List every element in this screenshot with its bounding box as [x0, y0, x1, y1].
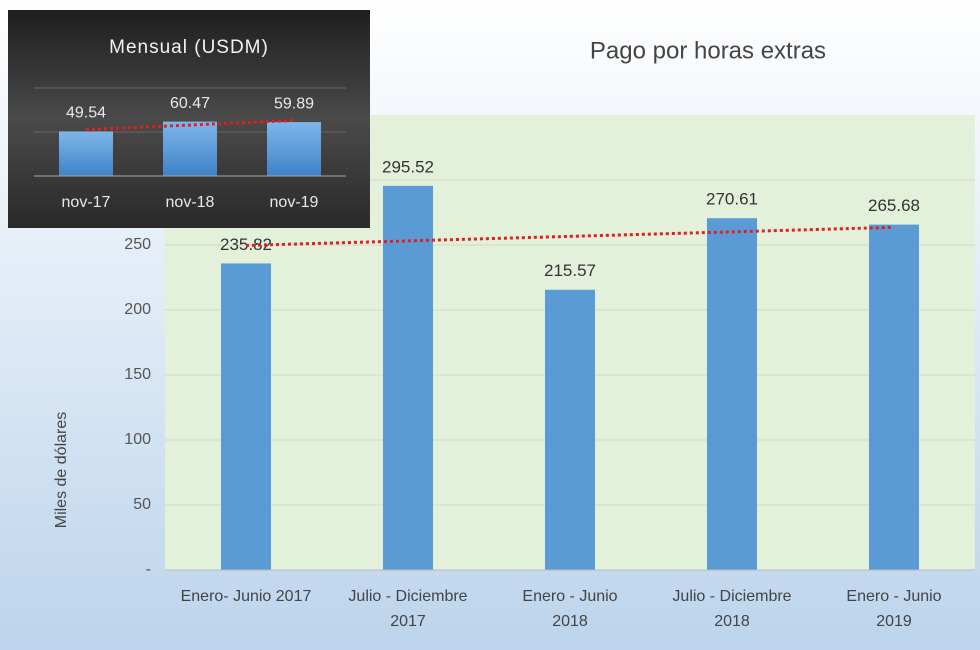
x-tick-label: nov-18: [166, 194, 215, 211]
x-tick-label: Julio - Diciembre: [348, 588, 467, 605]
x-tick-label: Enero - Junio: [522, 588, 617, 605]
inset-title: Mensual (USDM): [109, 37, 269, 58]
y-axis-label: Miles de dólares: [53, 412, 70, 529]
x-tick-label: 2017: [390, 613, 426, 630]
bar: [383, 185, 433, 570]
y-tick-label: 100: [124, 431, 151, 448]
data-label: 270.61: [706, 190, 758, 209]
trendline: [245, 225, 895, 247]
x-tick-label: nov-17: [62, 194, 111, 211]
y-tick-label: -: [146, 561, 151, 578]
bar: [707, 218, 757, 570]
x-tick-label: Julio - Diciembre: [672, 588, 791, 605]
x-tick-label: 2018: [552, 613, 588, 630]
bar: [221, 263, 271, 570]
x-tick-label: Enero- Junio 2017: [181, 588, 312, 605]
trendline: [85, 118, 295, 132]
bar: [163, 121, 217, 176]
x-tick-label: nov-19: [270, 194, 319, 211]
data-label: 295.52: [382, 157, 434, 176]
y-tick-label: 200: [124, 301, 151, 318]
data-label: 60.47: [170, 95, 210, 112]
inset-chart: Mensual (USDM) 49.54 nov-17 60.47 nov-18 59.…: [8, 10, 370, 228]
data-label: 265.68: [868, 196, 920, 215]
y-tick-label: 250: [124, 236, 151, 253]
bar: [59, 131, 113, 176]
data-label: 49.54: [66, 105, 106, 122]
x-tick-label: 2019: [876, 613, 912, 630]
y-tick-label: 150: [124, 366, 151, 383]
data-label: 59.89: [274, 95, 314, 112]
chart-title: Pago por horas extras: [590, 37, 826, 64]
data-label: 215.57: [544, 261, 596, 280]
x-tick-label: Enero - Junio: [846, 588, 941, 605]
bar: [545, 289, 595, 570]
inset-background: [8, 10, 370, 228]
x-tick-label: 2018: [714, 613, 750, 630]
y-tick-label: 50: [133, 496, 151, 513]
bar: [869, 224, 919, 570]
bar: [267, 122, 321, 176]
